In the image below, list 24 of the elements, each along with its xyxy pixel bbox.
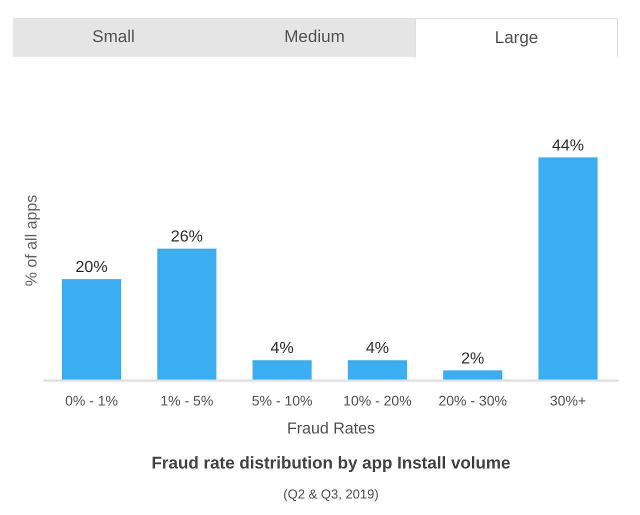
x-tick-label: 20% - 30% [438,392,507,408]
data-label: 44% [552,137,584,154]
data-label: 26% [170,228,203,246]
x-tick-label: 10% - 20% [343,392,412,408]
bar [348,360,407,380]
tab: Small [13,18,214,57]
bar [538,157,598,380]
x-axis-title: Fraud Rates [286,420,376,438]
bar [252,360,312,380]
data-label: 2% [461,350,484,368]
text: Fraud rate distribution by app Install volume [152,454,510,472]
y-axis-title: % of all apps [24,194,40,286]
bar [62,279,122,380]
bar [157,248,216,380]
data-label: 4% [270,340,294,358]
text: (Q2 & Q3, 2019) [283,486,379,502]
data-label: 4% [366,340,389,358]
x-tick-label: 0% - 1% [65,392,118,408]
x-tick-label: 5% - 10% [252,392,312,408]
data-label: 20% [76,259,108,276]
x-tick-label: 1% - 5% [160,392,214,408]
tab: Large [415,18,618,57]
tab: Medium [214,18,415,57]
x-tick-label: 30%+ [550,392,586,408]
